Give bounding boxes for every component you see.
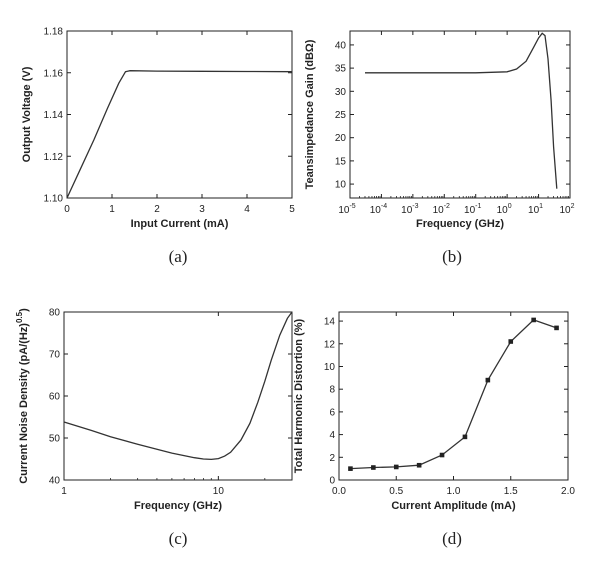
y-tick-label-b: 35 [335,64,347,75]
x-tick-label-a: 4 [244,204,250,215]
series-line-a [66,70,293,199]
y-tick-label-d: 0 [329,476,335,487]
y-tick-label-a: 1.10 [44,194,64,205]
y-tick-label-b: 40 [335,40,347,51]
y-tick-label-b: 20 [335,133,347,144]
y-tick-label-d: 8 [329,385,335,396]
data-point-d [462,434,468,440]
panel-label-b: (b) [442,247,462,266]
x-tick-label-d: 0.5 [389,486,403,497]
y-axis-label-d: Total Harmonic Distortion (%) [293,318,305,473]
x-tick-label-b: 10-1 [464,203,481,216]
x-tick-label-b: 102 [559,203,574,216]
y-tick-label-b: 30 [335,87,347,98]
series-line-d [350,319,557,470]
data-point-d [348,466,353,471]
y-axis-label-c: Current Noise Density (pA/(Hz)0.5) [15,308,30,484]
data-point-d [554,325,559,331]
data-point-d [371,465,376,470]
x-tick-label-c: 1 [61,486,67,497]
x-axis-label-b: Frequency (GHz) [416,218,504,230]
data-point-d [531,317,536,323]
chart-panel-a: 0 1 2 3 4 5 1.10 1.12 1.14 1.16 1.18 Input Current … [21,27,295,267]
x-tick-label-c: 10 [213,486,225,497]
y-tick-label-c: 50 [49,434,61,445]
y-axis-label-a: Output Voltage (V) [21,66,33,162]
y-tick-label-c: 40 [49,476,61,487]
x-tick-label-b: 100 [497,203,512,216]
y-tick-label-d: 6 [329,407,335,418]
y-tick-label-d: 14 [324,317,336,328]
y-tick-label-d: 10 [324,362,336,373]
x-tick-label-d: 2.0 [561,486,575,497]
x-tick-label-a: 0 [64,204,70,215]
data-point-d [485,377,491,383]
x-tick-label-a: 1 [109,204,115,215]
chart-panel-b: 10-5 10-4 10-3 10-2 10-1 100 101 102 10 15 20 25 30 3… [304,30,575,266]
panel-label-c: (c) [169,529,188,548]
data-point-d [416,462,422,468]
y-tick-label-c: 60 [49,392,61,403]
x-tick-label-a: 3 [199,204,205,215]
data-point-d [393,464,399,470]
x-tick-label-d: 0.0 [332,486,346,497]
y-tick-label-c: 70 [49,350,61,361]
y-tick-label-a: 1.18 [44,27,64,38]
x-tick-label-b: 101 [528,203,543,216]
chart-panel-c: 1 10 40 50 60 70 80 Frequency (GHz) Current Nois… [15,308,293,548]
plot-frame-d [338,311,569,481]
x-tick-label-b: 10-4 [370,203,387,216]
y-tick-label-d: 4 [329,430,335,441]
chart-panel-d: 0.0 0.5 1.0 1.5 2.0 0 2 4 6 8 10 12 14 Current Amplit… [293,311,575,548]
series-line-b [365,32,558,189]
y-tick-label-b: 15 [335,156,347,167]
y-tick-label-d: 2 [329,453,335,464]
data-point-d [439,452,445,458]
y-tick-label-d: 12 [324,339,336,350]
panel-label-d: (d) [442,529,462,548]
y-tick-label-a: 1.12 [44,152,64,163]
x-axis-label-a: Input Current (mA) [131,218,229,230]
plot-frame-a [66,30,293,199]
y-axis-label-b: Teansimpedance Gain (dBΩ) [304,39,316,189]
x-tick-label-b: 10-5 [338,203,355,216]
x-axis-label-d: Current Amplitude (mA) [391,500,516,512]
panel-label-a: (a) [169,247,188,266]
x-tick-label-a: 5 [289,204,295,215]
x-tick-label-d: 1.5 [504,486,518,497]
y-tick-label-a: 1.14 [44,110,64,121]
x-tick-label-b: 10-3 [401,203,418,216]
plot-frame-b [349,30,571,199]
y-tick-label-a: 1.16 [44,68,64,79]
x-tick-label-b: 10-2 [433,203,450,216]
y-tick-label-c: 80 [49,308,61,319]
y-tick-label-b: 10 [335,180,347,191]
series-line-c [63,311,293,461]
data-point-d [508,339,514,344]
x-tick-label-d: 1.0 [447,486,461,497]
x-axis-label-c: Frequency (GHz) [134,500,222,512]
x-tick-label-a: 2 [154,204,160,215]
y-tick-label-b: 25 [335,110,347,121]
